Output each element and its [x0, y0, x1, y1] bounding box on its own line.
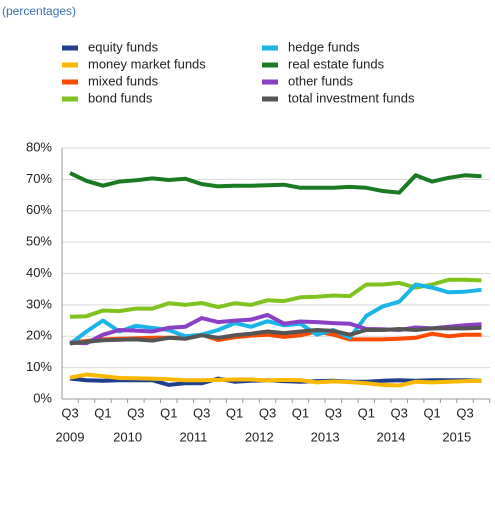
x-tick-label: Q3: [391, 405, 408, 420]
legend-label: equity funds: [88, 39, 159, 54]
y-tick-label: 0%: [33, 390, 52, 405]
x-year-label: 2015: [442, 429, 471, 444]
y-tick-label: 80%: [26, 139, 52, 154]
legend-label: mixed funds: [88, 73, 159, 88]
legend-label: total investment funds: [288, 90, 415, 105]
x-tick-label: Q1: [160, 405, 177, 420]
y-tick-label: 50%: [26, 234, 52, 249]
legend-label: hedge funds: [288, 39, 360, 54]
y-tick-label: 30%: [26, 296, 52, 311]
x-tick-label: Q3: [193, 405, 210, 420]
legend-label: bond funds: [88, 90, 153, 105]
series-line: [68, 282, 482, 346]
x-year-label: 2010: [113, 429, 142, 444]
y-tick-label: 70%: [26, 171, 52, 186]
x-tick-label: Q1: [423, 405, 440, 420]
x-tick-label: Q3: [127, 405, 144, 420]
y-tick-label: 10%: [26, 359, 52, 374]
x-year-label: 2009: [56, 429, 85, 444]
y-tick-label: 60%: [26, 202, 52, 217]
x-year-label: 2013: [311, 429, 340, 444]
x-tick-label: Q1: [292, 405, 309, 420]
x-tick-label: Q1: [226, 405, 243, 420]
x-tick-label: Q1: [358, 405, 375, 420]
x-year-label: 2011: [179, 429, 207, 444]
legend-label: real estate funds: [288, 56, 385, 71]
x-tick-label: Q3: [259, 405, 276, 420]
series-line: [69, 372, 482, 388]
chart-subtitle: (percentages): [2, 4, 76, 18]
x-tick-label: Q1: [94, 405, 111, 420]
y-tick-label: 20%: [26, 328, 52, 343]
x-tick-label: Q3: [325, 405, 342, 420]
x-year-label: 2014: [377, 429, 406, 444]
x-tick-label: Q3: [456, 405, 473, 420]
x-year-label: 2012: [245, 429, 274, 444]
legend-label: other funds: [288, 73, 354, 88]
x-tick-label: Q3: [61, 405, 78, 420]
legend-label: money market funds: [88, 56, 206, 71]
y-tick-label: 40%: [26, 265, 52, 280]
series-line: [69, 171, 482, 195]
series-line: [69, 325, 482, 346]
